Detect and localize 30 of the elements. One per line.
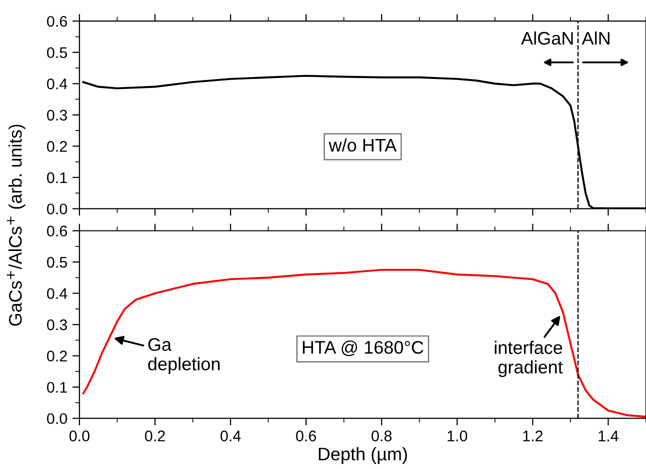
y-tick-label: 0.4 <box>47 288 68 299</box>
x-tick-label: 0.4 <box>220 430 241 442</box>
x-tick-label: 1.2 <box>523 430 543 442</box>
y-tick-label: 0.2 <box>47 141 67 152</box>
x-tick-label: 0.2 <box>144 430 165 442</box>
x-tick-label: 1.4 <box>598 430 618 442</box>
y-tick-label: 0.1 <box>47 172 67 184</box>
y-tick-label: 0.0 <box>47 413 68 424</box>
x-tick-label: 0.0 <box>69 430 90 442</box>
y-tick-label: 0.5 <box>47 47 68 58</box>
y-axis-title: GaCs$^{+}$/AlCs$^{+}$ (arb. units) <box>6 124 26 326</box>
annotation: Ga depletion <box>148 338 220 374</box>
x-tick-label: 1.0 <box>448 430 468 442</box>
y-tick-label: 0.4 <box>47 78 68 90</box>
annotation: interface gradient <box>494 340 563 378</box>
y-tick-label: 0.5 <box>47 256 68 268</box>
annotation: AlGaN <box>521 31 573 45</box>
y-tick-label: 0.2 <box>47 350 67 362</box>
y-tick-label: 0.0 <box>47 204 68 214</box>
x-tick-label: 0.6 <box>296 430 316 442</box>
y-tick-label: 0.3 <box>47 319 67 330</box>
annotation: HTA @ 1680°C <box>302 340 424 356</box>
x-axis-title: Depth (µm) <box>318 447 407 464</box>
y-tick-label: 0.3 <box>47 110 67 121</box>
y-tick-label: 0.6 <box>47 16 67 27</box>
annotation: w/o HTA <box>328 138 397 152</box>
y-tick-label: 0.6 <box>47 226 67 236</box>
annotation: AlN <box>582 31 610 45</box>
x-tick-label: 0.8 <box>372 430 392 442</box>
y-tick-label: 0.1 <box>47 382 67 393</box>
